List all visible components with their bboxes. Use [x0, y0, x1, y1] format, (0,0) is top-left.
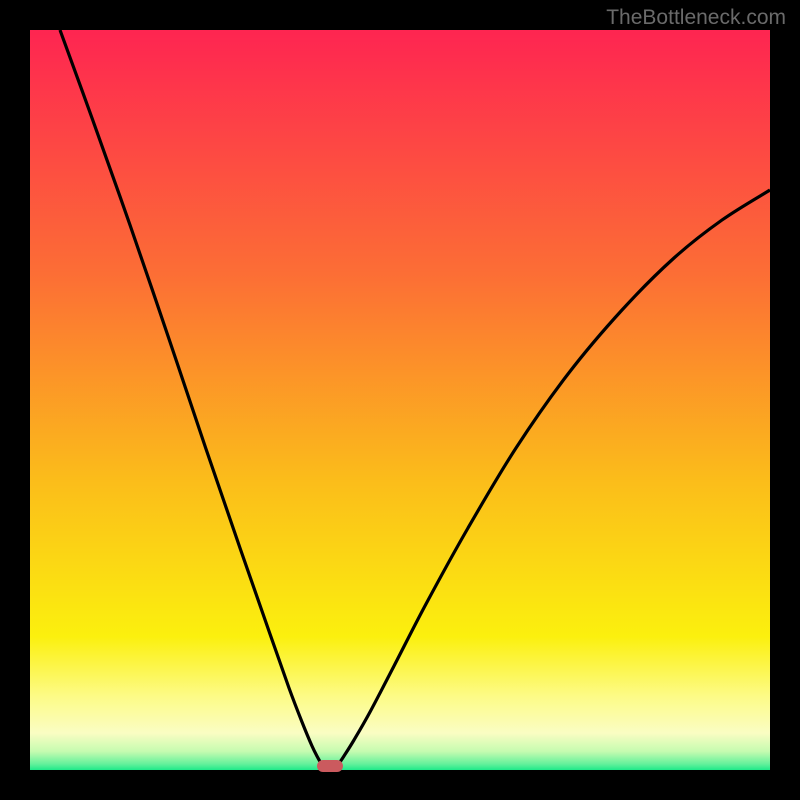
watermark-text: TheBottleneck.com	[606, 6, 786, 30]
plot-area	[30, 30, 770, 770]
minimum-marker	[317, 760, 343, 772]
